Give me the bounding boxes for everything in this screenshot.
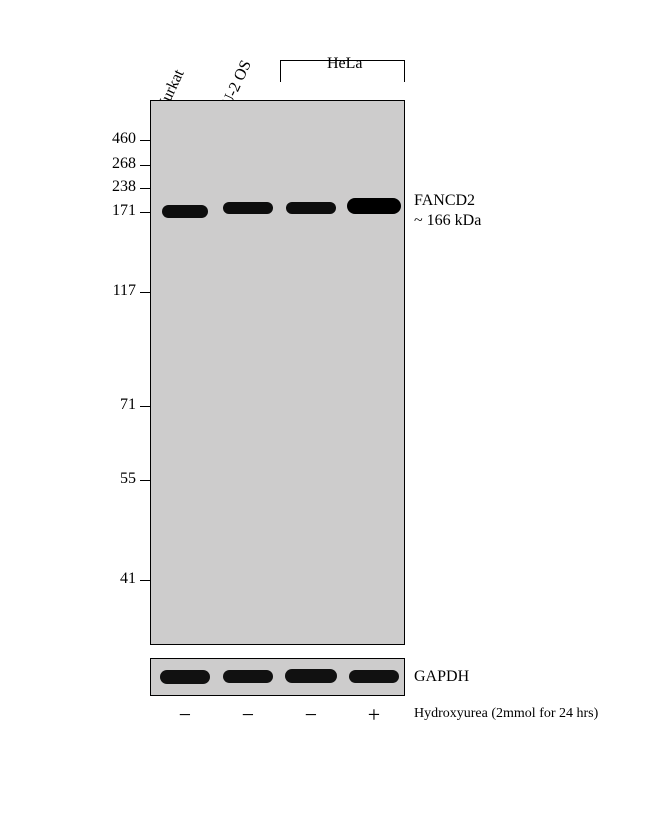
gapdh-band-1 bbox=[223, 670, 273, 683]
mw-label-268: 268 bbox=[112, 155, 136, 173]
mw-tick-171 bbox=[140, 212, 150, 213]
blot-main bbox=[150, 100, 405, 645]
treatment-symbol-lane-3: + bbox=[359, 702, 389, 728]
mw-tick-41 bbox=[140, 580, 150, 581]
mw-label-238: 238 bbox=[112, 178, 136, 196]
mw-tick-238 bbox=[140, 188, 150, 189]
treatment-label: Hydroxyurea (2mmol for 24 hrs) bbox=[414, 706, 598, 722]
mw-tick-460 bbox=[140, 140, 150, 141]
gapdh-band-2 bbox=[285, 669, 337, 683]
gapdh-band-3 bbox=[349, 670, 399, 683]
fancd2-band-2 bbox=[286, 202, 336, 214]
fancd2-band-3 bbox=[347, 198, 401, 214]
protein-label-1: ~ 166 kDa bbox=[414, 212, 481, 230]
mw-label-117: 117 bbox=[113, 282, 136, 300]
mw-label-71: 71 bbox=[120, 396, 136, 414]
fancd2-band-1 bbox=[223, 202, 273, 214]
mw-label-55: 55 bbox=[120, 470, 136, 488]
protein-label-2: GAPDH bbox=[414, 668, 469, 686]
mw-label-41: 41 bbox=[120, 570, 136, 588]
mw-tick-71 bbox=[140, 406, 150, 407]
lane-label-2: HeLa bbox=[327, 55, 363, 73]
mw-tick-117 bbox=[140, 292, 150, 293]
mw-tick-55 bbox=[140, 480, 150, 481]
treatment-symbol-lane-0: − bbox=[170, 702, 200, 728]
gapdh-band-0 bbox=[160, 670, 210, 684]
treatment-symbol-lane-1: − bbox=[233, 702, 263, 728]
treatment-symbol-lane-2: − bbox=[296, 702, 326, 728]
mw-label-171: 171 bbox=[112, 202, 136, 220]
protein-label-0: FANCD2 bbox=[414, 192, 475, 210]
mw-tick-268 bbox=[140, 165, 150, 166]
mw-label-460: 460 bbox=[112, 130, 136, 148]
fancd2-band-0 bbox=[162, 205, 208, 218]
